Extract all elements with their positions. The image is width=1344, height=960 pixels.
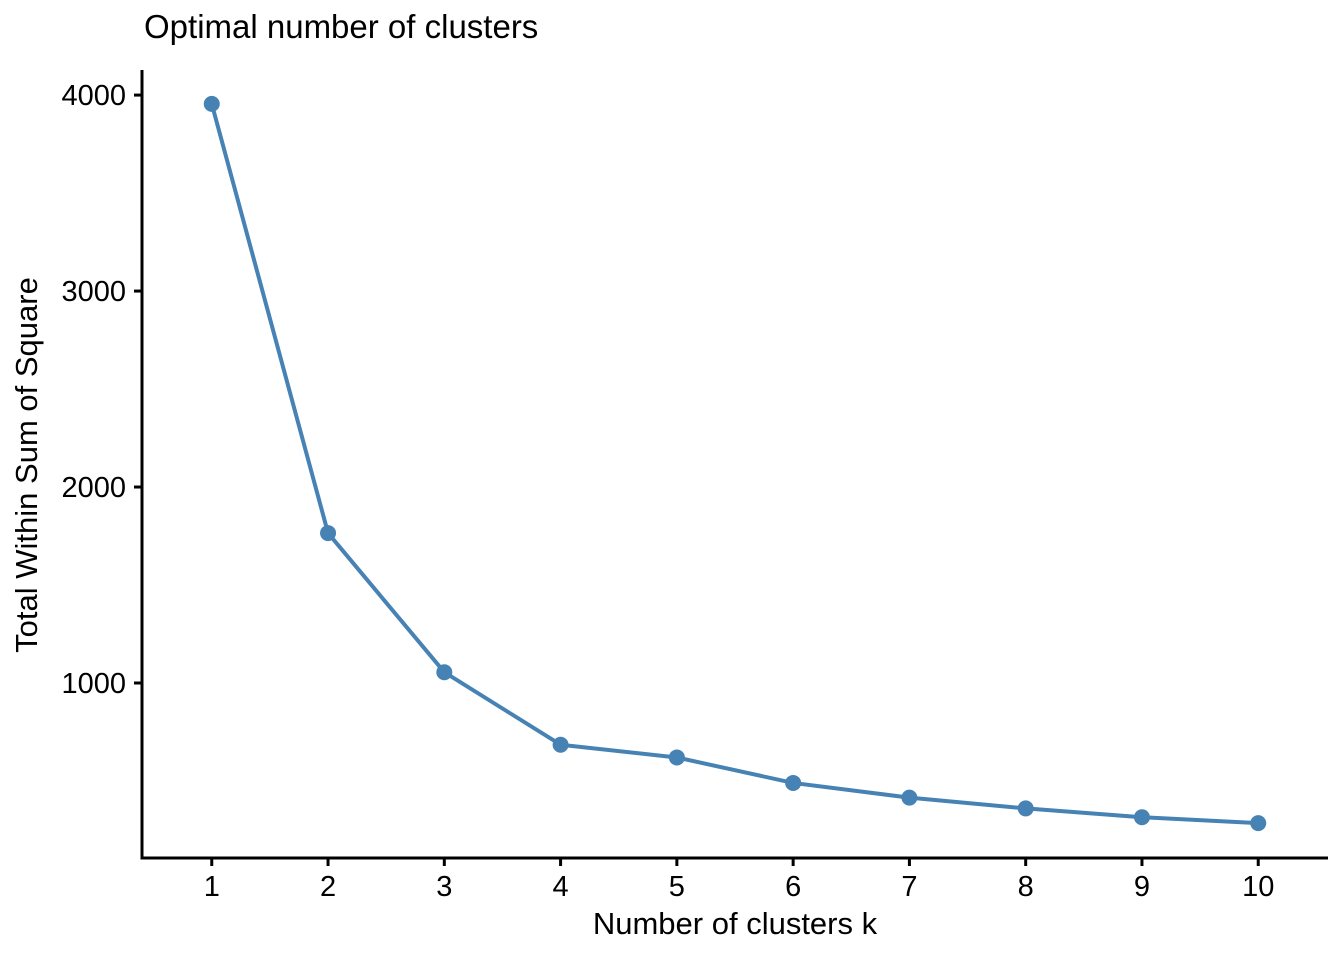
chart-title: Optimal number of clusters <box>144 8 539 45</box>
x-axis-title: Number of clusters k <box>592 906 878 941</box>
y-tick-label: 2000 <box>61 472 126 504</box>
x-tick-label: 3 <box>436 871 452 903</box>
data-point-k7 <box>901 789 918 806</box>
data-point-k1 <box>203 95 220 112</box>
data-point-k9 <box>1133 809 1150 826</box>
y-tick-label: 3000 <box>61 276 126 308</box>
data-point-k4 <box>552 736 569 753</box>
y-tick-label: 4000 <box>61 80 126 112</box>
data-point-k2 <box>320 525 337 542</box>
x-tick-label: 2 <box>320 871 336 903</box>
data-point-k6 <box>785 774 802 791</box>
x-tick-label: 8 <box>1018 871 1034 903</box>
x-tick-label: 6 <box>785 871 801 903</box>
data-point-k8 <box>1017 800 1034 817</box>
x-tick-label: 1 <box>204 871 220 903</box>
data-point-k10 <box>1250 815 1267 832</box>
x-tick-label: 5 <box>669 871 685 903</box>
data-point-k3 <box>436 664 453 681</box>
x-tick-label: 10 <box>1242 871 1274 903</box>
data-point-k5 <box>668 749 685 766</box>
y-axis-title: Total Within Sum of Square <box>9 277 44 653</box>
y-tick-label: 1000 <box>61 668 126 700</box>
series-line <box>209 101 1261 826</box>
x-tick-label: 7 <box>901 871 917 903</box>
x-tick-label: 4 <box>553 871 569 903</box>
x-tick-label: 9 <box>1134 871 1150 903</box>
